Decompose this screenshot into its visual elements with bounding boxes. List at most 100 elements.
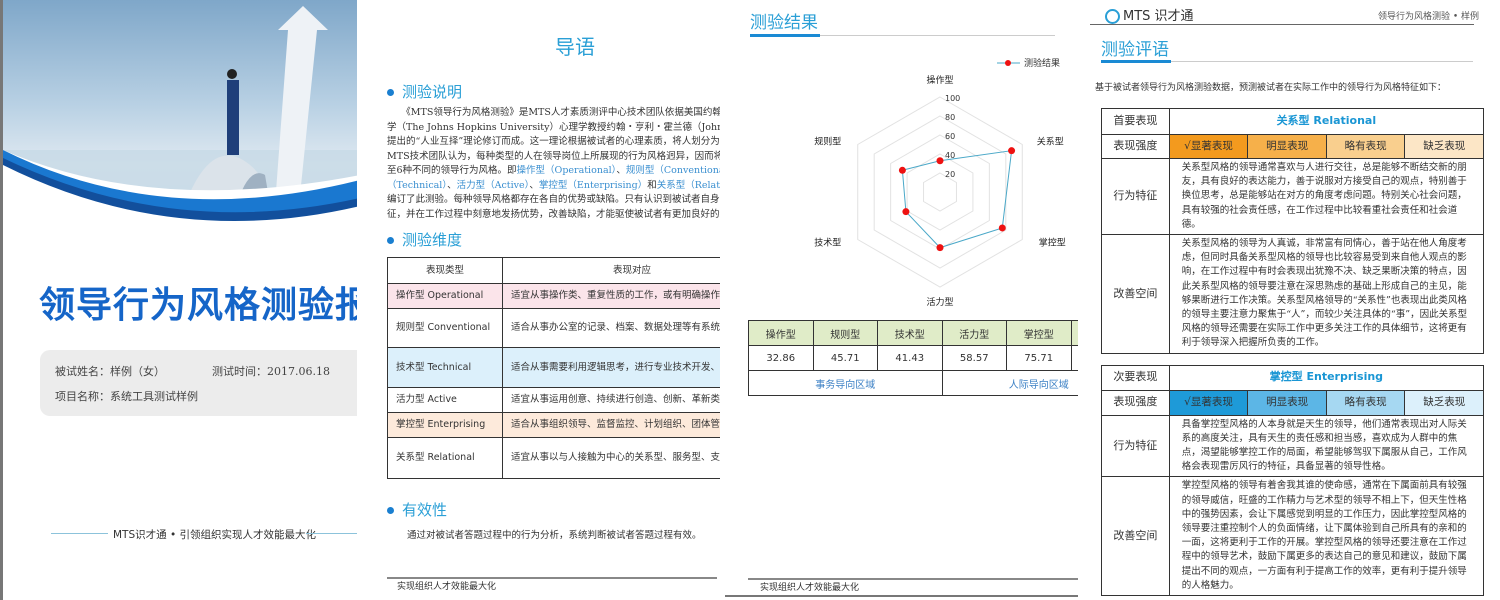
desc-cell: 适合从事办公室的记录、档案、数据处理等有系统、有条理的工作，需要服从性的岗位。 <box>502 308 720 348</box>
table-row: 技术型 Technical适合从事需要利用逻辑思考，进行专业技术开发、研究等工作… <box>387 347 720 388</box>
project-name: 项目名称：系统工具测试样例 <box>55 390 198 403</box>
zone-label: 人际导向区域 <box>941 370 1078 396</box>
axis-label: 关系型 <box>1037 136 1064 148</box>
comment-table: 次要表现 掌控型 Enterprising 表现强度 √显著表现 明显表现 略有表现 缺乏… <box>1101 364 1485 597</box>
improve-label: 改善空间 <box>1101 476 1170 597</box>
desc-cell: 适宜从事以与人接触为中心的关系型、服务型、支持型工作的岗位。 <box>502 437 720 479</box>
strength-label: 表现强度 <box>1101 134 1170 159</box>
text-segment: 、 <box>447 179 457 191</box>
behavior-text: 关系型风格的领导通常喜欢与人进行交往，总是能够不断结交新的朋友，具有良好的表达能… <box>1168 157 1485 236</box>
strength-level: 缺乏表现 <box>1404 389 1484 416</box>
improve-text: 掌控型风格的领导有着舍我其谁的使命感，通常在下属面前具有较强的领导威信，旺盛的工… <box>1168 476 1485 597</box>
data-point <box>1008 147 1016 155</box>
page-footer: 实现组织人才效能最大化 <box>397 582 497 592</box>
style-name: 掌控型 Enterprising <box>1168 364 1485 391</box>
type-cell: 关系型 Relational <box>387 437 503 479</box>
bullet-icon <box>387 507 394 514</box>
text-segment: 、 <box>616 165 626 176</box>
score-value <box>1070 345 1078 371</box>
data-point <box>898 166 906 174</box>
improve-text: 关系型风格的领导为人真诚，非常富有同情心，善于站在他人角度考虑，但同时具备关系型… <box>1168 234 1485 354</box>
score-value: 41.43 <box>877 345 943 371</box>
table-row: 规则型 Conventional适合从事办公室的记录、档案、数据处理等有系统、有… <box>387 308 720 348</box>
grid-ring <box>923 172 957 212</box>
comments-intro: 基于被试者领导行为风格测验数据，预测被试者在实际工作中的领导行为风格特征如下： <box>1095 83 1447 93</box>
comments-page: MTS 识才通 领导行为风格测验 • 样例 测验评语 基于被试者领导行为风格测验… <box>1085 0 1500 600</box>
type-cell: 操作型 Operational <box>387 283 503 309</box>
comment-table: 首要表现 关系型 Relational 表现强度 √显著表现 明显表现 略有表现 缺乏表现… <box>1101 108 1485 354</box>
intro-paragraph: 《MTS领导行为风格测验》是MTS人才素质测评中心技术团队依据美国约翰・霍普金斯… <box>387 106 720 222</box>
paragraph-line: （Technical）、活力型（Active）、掌控型（Enterprising… <box>387 179 720 194</box>
score-header <box>1070 320 1078 346</box>
table-row: 关系型 Relational适宜从事以与人接触为中心的关系型、服务型、支持型工作… <box>387 437 720 479</box>
strength-level: 明显表现 <box>1247 134 1327 159</box>
footer-divider <box>306 533 357 534</box>
results-page: 测验结果 20 40 60 80 100 操作型 关系型 掌控型 活力型 技术型 规则型 测验结果 操… <box>725 0 1078 600</box>
bullet-icon <box>387 237 394 244</box>
table-header: 表现对应 <box>502 257 720 284</box>
title-underline <box>750 34 820 37</box>
text-segment: MTS技术团队认为，每种类型的人在领导岗位上所展现的行为风格迥异，因而将这6种类… <box>387 150 720 162</box>
tick-label: 60 <box>945 132 955 141</box>
paragraph-line: 征，并在工作过程中刻意地发扬优势，改善缺陷，才能驱使被试者有更加良好的绩效表现。 <box>387 208 720 223</box>
desc-cell: 适宜从事运用创意、持续进行创造、创新、革新类的工作。 <box>502 387 720 413</box>
grid-ring <box>906 153 974 231</box>
comments-title: 测验评语 <box>1101 40 1169 60</box>
behavior-label: 行为特征 <box>1101 157 1170 236</box>
strength-level: 明显表现 <box>1247 389 1327 416</box>
legend-label: 测验结果 <box>1024 57 1060 69</box>
intro-lower-content: 表现类型 表现对应 操作型 Operational 适宜从事操作类、重复性质的工作… <box>387 257 720 544</box>
brand-logo: MTS 识才通 <box>1105 5 1194 24</box>
zone-label: 事务导向区域 <box>748 370 943 396</box>
header-divider <box>1090 24 1474 25</box>
tick-label: 100 <box>945 94 960 103</box>
cover-footer: MTS识才通 • 引领组织实现人才效能最大化 <box>113 529 317 541</box>
validity-text: 通过对被试者答题过程中的行为分析，系统判断被试者答题过程有效。 <box>407 530 702 541</box>
section-title: 测验维度 <box>402 231 463 249</box>
report-title: 领导行为风格测验报告 <box>39 285 357 326</box>
comment-blocks: 首要表现 关系型 Relational 表现强度 √显著表现 明显表现 略有表现 缺乏表现… <box>1101 108 1485 600</box>
text-segment: 掌控型（Enterprising） <box>538 179 648 191</box>
text-segment: 提出的“人业互择”理论修订而成。这一理论根据被试者的心理素质，将人划分为6种类型… <box>387 136 720 147</box>
paragraph-line: 提出的“人业互择”理论修订而成。这一理论根据被试者的心理素质，将人划分为6种类型… <box>387 135 720 150</box>
text-segment: 《MTS领导行为风格测验》是MTS人才素质测评中心技术团队依据美国约翰・霍普金斯… <box>406 107 720 118</box>
score-header: 操作型 <box>748 320 814 346</box>
strength-level: √显著表现 <box>1168 134 1249 159</box>
grid-ring <box>890 134 990 250</box>
dimension-table: 表现类型 表现对应 操作型 Operational 适宜从事操作类、重复性质的工作… <box>387 257 720 479</box>
improve-label: 改善空间 <box>1101 234 1170 354</box>
paragraph-line: MTS技术团队认为，每种类型的人在领导岗位上所展现的行为风格迥异，因而将这6种类… <box>387 150 720 165</box>
paragraph-line: 学（The Johns Hopkins University）心理学教授约翰・亨… <box>387 121 720 136</box>
tick-label: 40 <box>945 151 955 160</box>
score-header: 技术型 <box>877 320 943 346</box>
brand-name: MTS 识才通 <box>1123 9 1194 24</box>
data-point <box>936 157 944 165</box>
behavior-text: 具备掌控型风格的人本身就是天生的领导，他们通常表现出对人际关系的高度关注，具有天… <box>1168 414 1485 478</box>
text-segment: 操作型（Operational） <box>516 165 617 176</box>
series-line <box>901 150 1013 249</box>
section-title: 测验说明 <box>402 83 463 101</box>
grid-ring <box>873 115 1007 269</box>
score-header: 规则型 <box>812 320 878 346</box>
cover-page: 领导行为风格测验报告 被试姓名：样例（女） 测试时间：2017.06.18 项目… <box>0 0 357 600</box>
rank-label: 次要表现 <box>1101 364 1170 391</box>
data-point <box>936 244 944 252</box>
paragraph-line: 至6种不同的领导行为风格。即操作型（Operational）、规则型（Conve… <box>387 164 720 179</box>
grid-ring <box>857 96 1023 288</box>
text-segment: 规则型（Conventional） <box>625 165 720 176</box>
title-divider <box>1171 61 1473 62</box>
bullet-icon <box>387 89 394 96</box>
header-right: 领导行为风格测验 • 样例 <box>1378 12 1480 22</box>
title-divider <box>820 35 1055 36</box>
footer-divider <box>387 577 717 579</box>
strength-label: 表现强度 <box>1101 389 1170 416</box>
behavior-label: 行为特征 <box>1101 414 1170 478</box>
table-header: 表现类型 <box>387 257 503 284</box>
strength-level: 缺乏表现 <box>1404 134 1484 159</box>
text-segment: 、 <box>529 179 539 191</box>
intro-page: 导语 测验说明 《MTS领导行为风格测验》是MTS人才素质测评中心技术团队依据美… <box>362 0 720 600</box>
strength-level: √显著表现 <box>1168 389 1249 416</box>
section-heading: 测验维度 <box>387 229 462 250</box>
footer-divider <box>748 578 1078 580</box>
